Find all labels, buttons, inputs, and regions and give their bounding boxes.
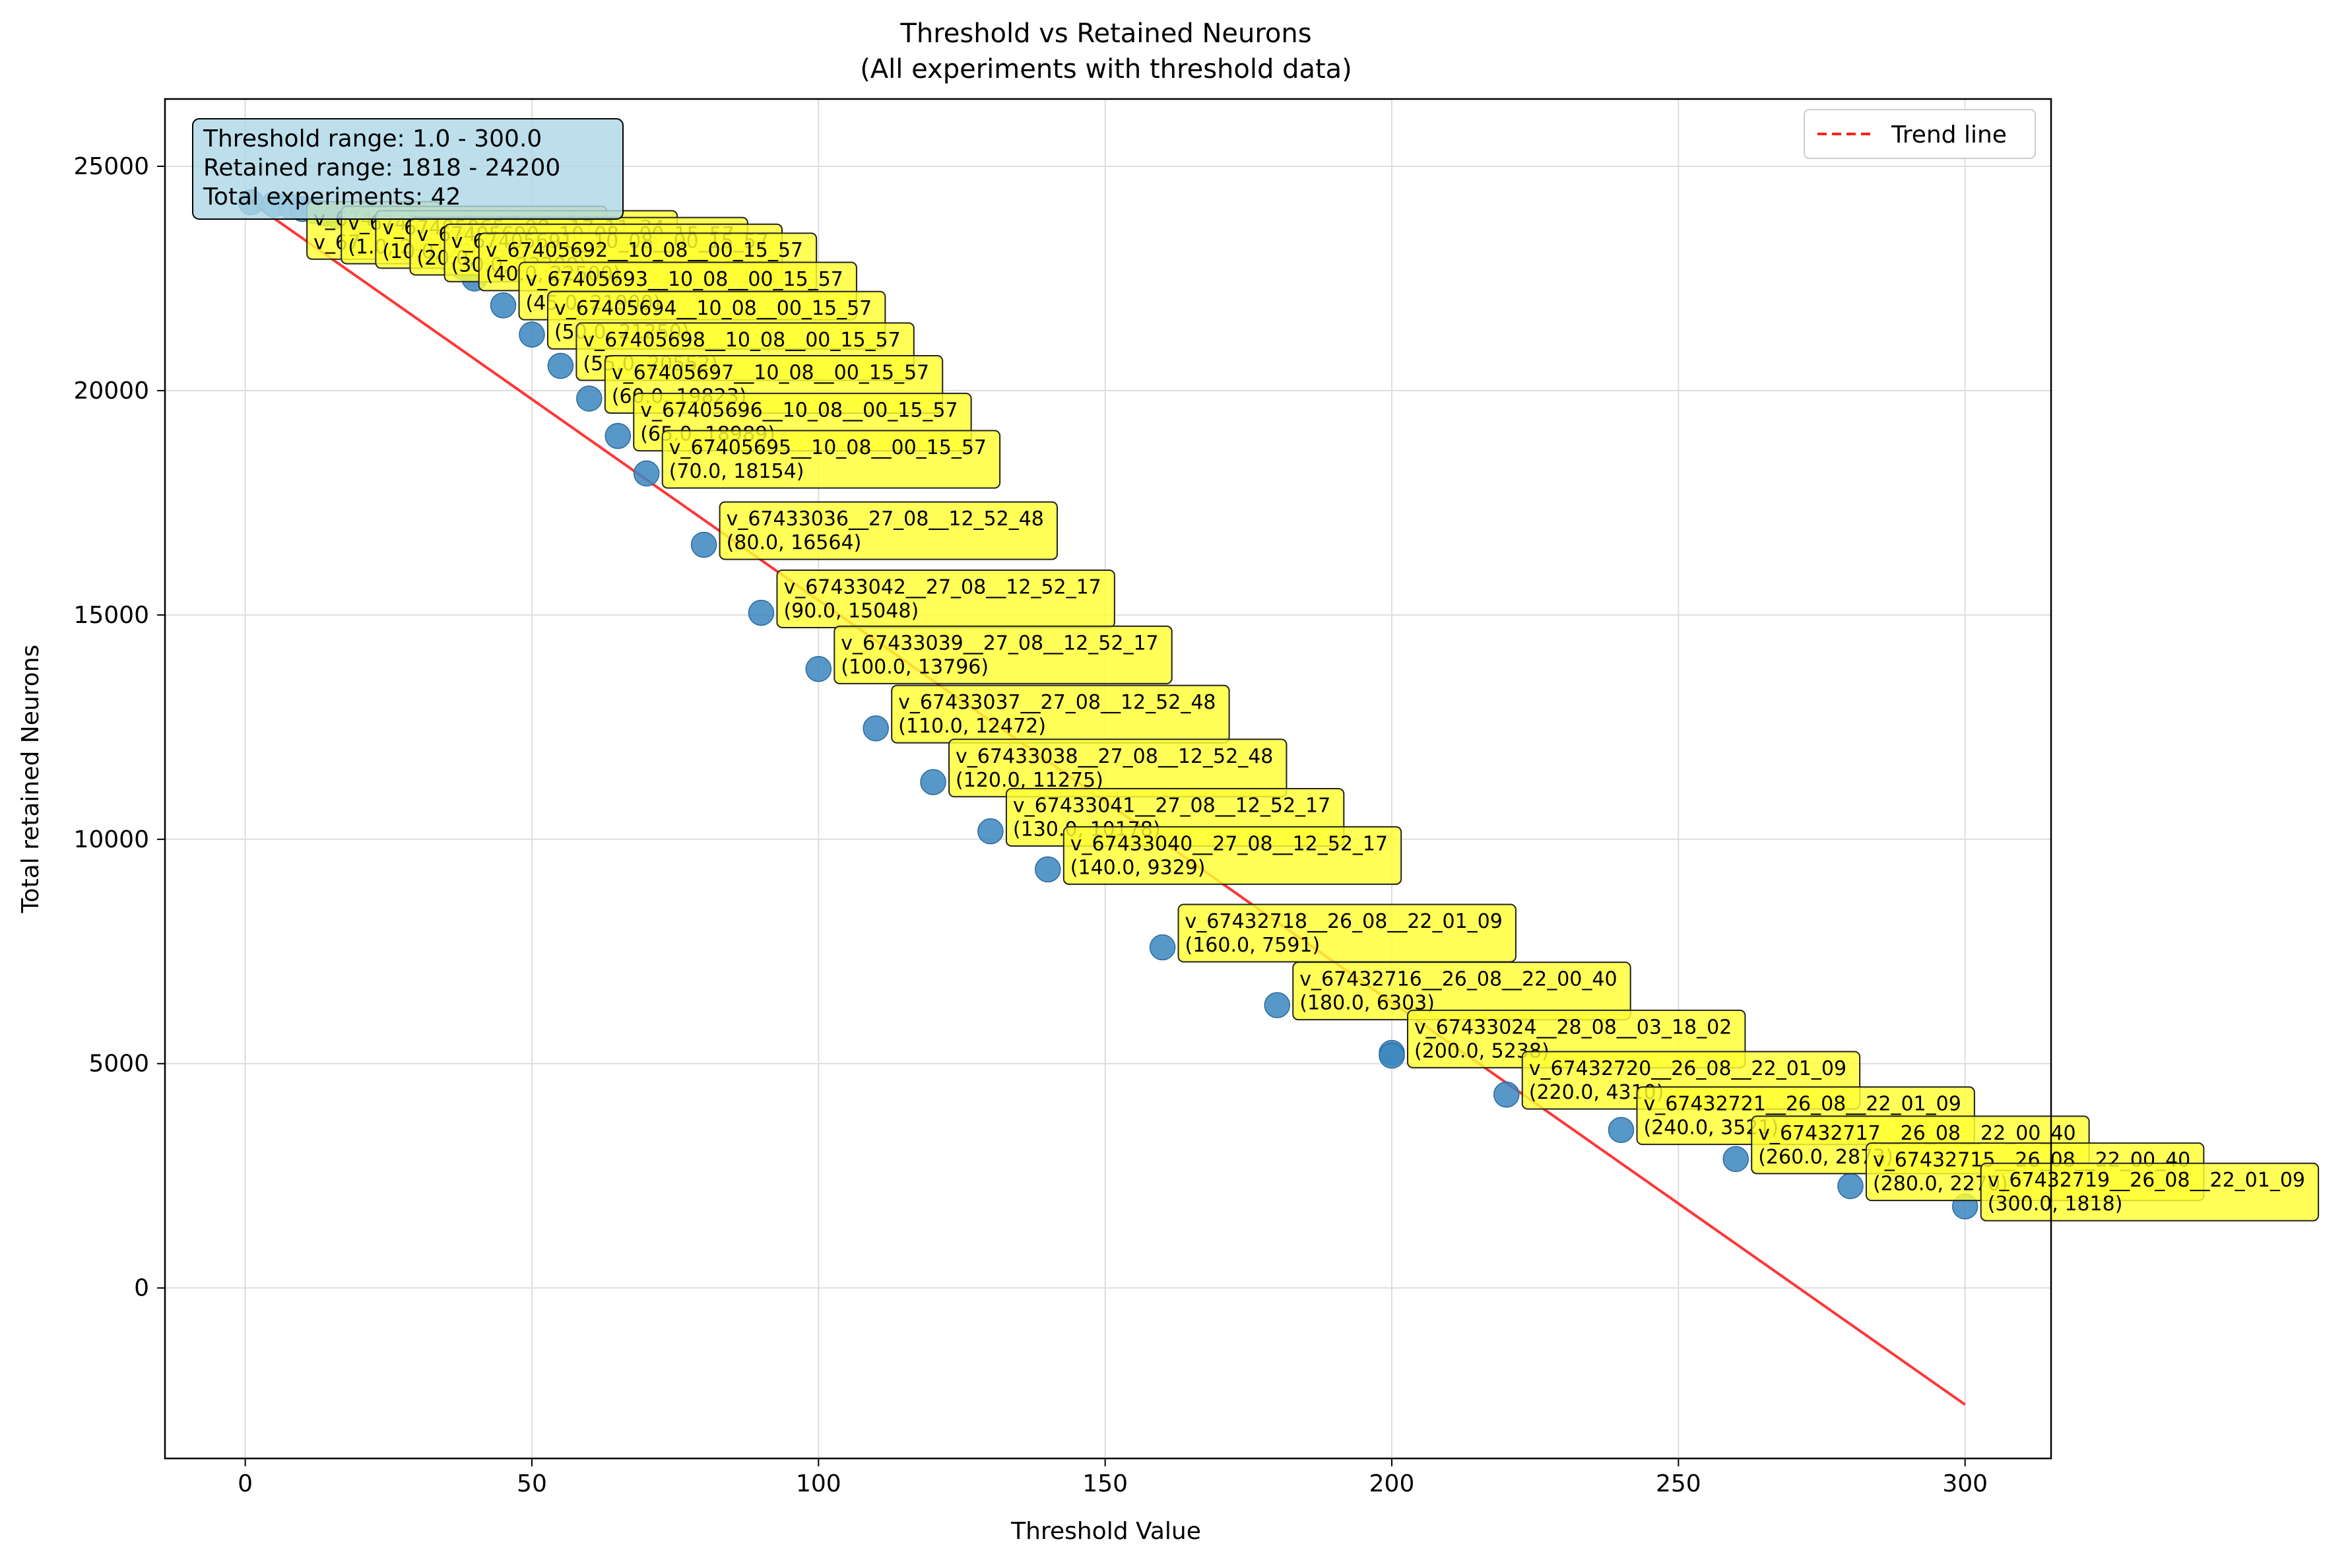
data-point [1608, 1117, 1635, 1144]
data-point [1149, 934, 1176, 961]
annotation-label: v_67433042__27_08__12_52_17(90.0, 15048) [776, 569, 1115, 628]
y-tick-label: 25000 [73, 153, 149, 180]
x-axis-label: Threshold Value [1010, 1518, 1201, 1545]
annotation-box [719, 501, 1058, 560]
annotation-text: (140.0, 9329) [1070, 856, 1206, 879]
data-point [690, 531, 717, 558]
chart-title: Threshold vs Retained Neurons [899, 18, 1311, 49]
annotation-label: v_67433039__27_08__12_52_17(100.0, 13796… [833, 625, 1173, 684]
data-point [1837, 1173, 1864, 1200]
annotation-text: v_67432718__26_08__22_01_09 [1185, 910, 1503, 933]
x-tick-label: 0 [238, 1470, 253, 1497]
annotation-text: v_67432721__26_08__22_01_09 [1643, 1093, 1961, 1116]
annotation-text: v_67405698__10_08__00_15_57 [583, 329, 900, 352]
data-point [748, 599, 775, 626]
y-tick-label: 20000 [73, 377, 149, 405]
data-point [805, 655, 832, 682]
annotation-text: v_67433036__27_08__12_52_48 [727, 507, 1044, 531]
data-point [490, 292, 517, 319]
annotation-text: (120.0, 11275) [956, 769, 1103, 792]
annotation-box [1980, 1162, 2320, 1222]
annotation-text: (90.0, 15048) [783, 599, 919, 622]
info-box: Threshold range: 1.0 - 300.0 Retained ra… [192, 118, 624, 220]
annotation-box [1062, 826, 1402, 885]
annotation-text: v_67405693__10_08__00_15_57 [526, 268, 843, 291]
annotation-text: (80.0, 16564) [727, 531, 862, 554]
data-point [1035, 856, 1061, 883]
y-axis-label: Total retained Neurons [17, 645, 44, 914]
annotation-text: v_67405692__10_08__00_15_57 [486, 239, 803, 262]
annotation-text: v_67433038__27_08__12_52_48 [956, 745, 1273, 768]
x-tick-label: 100 [796, 1470, 841, 1497]
data-point [519, 321, 545, 348]
data-point [1264, 992, 1291, 1018]
annotation-text: (300.0, 1818) [1988, 1192, 2123, 1216]
legend: Trend line [1804, 109, 2036, 159]
info-threshold-range: Threshold range: 1.0 - 300.0 [203, 125, 542, 152]
axis-ticks: 0 50 100 150 200 250 300 0 5000 10000 15000 20000 25… [73, 153, 1988, 1497]
annotation-text: v_67432719__26_08__22_01_09 [1988, 1169, 2305, 1192]
annotation-text: (100.0, 13796) [841, 655, 989, 678]
annotation-label: v_67432716__26_08__22_00_40(180.0, 6303) [1292, 962, 1631, 1021]
data-point [604, 422, 632, 449]
data-point [1722, 1146, 1749, 1173]
info-box-background [192, 118, 624, 220]
annotation-text: v_67432720__26_08__22_01_09 [1529, 1057, 1846, 1080]
annotation-text: v_67405697__10_08__00_15_57 [612, 361, 929, 384]
annotation-label: v_67433037__27_08__12_52_48(110.0, 12472… [891, 684, 1230, 744]
data-point [920, 769, 946, 795]
annotation-label: v_67405695__10_08__00_15_57(70.0, 18154) [661, 430, 1001, 489]
data-point [576, 385, 603, 412]
info-retained-range: Retained range: 1818 - 24200 [203, 154, 560, 181]
data-point [863, 715, 889, 742]
annotation-label: v_67433036__27_08__12_52_48(80.0, 16564) [719, 501, 1058, 560]
data-point [1379, 1042, 1405, 1069]
data-point [977, 818, 1004, 845]
annotation-label: v_67433038__27_08__12_52_48(120.0, 11275… [948, 738, 1288, 798]
info-total-experiments: Total experiments: 42 [203, 183, 461, 211]
x-tick-label: 300 [1942, 1470, 1988, 1497]
annotation-label: v_67433040__27_08__12_52_17(140.0, 9329) [1062, 826, 1402, 885]
x-tick-label: 250 [1656, 1470, 1701, 1497]
y-tick-label: 15000 [73, 602, 149, 629]
annotation-label: v_67432719__26_08__22_01_09(300.0, 1818) [1980, 1162, 2320, 1222]
annotation-text: v_67405694__10_08__00_15_57 [554, 297, 872, 320]
annotation-box [661, 430, 1001, 489]
chart-subtitle: (All experiments with threshold data) [860, 54, 1352, 84]
y-tick-label: 5000 [88, 1051, 149, 1078]
annotation-text: (160.0, 7591) [1185, 934, 1321, 957]
data-point [1493, 1081, 1520, 1108]
point-annotations: v_67405___v_67v_6740___08__17_11_34(1.0,… [306, 201, 2320, 1222]
x-tick-label: 50 [517, 1470, 547, 1497]
annotation-text: v_67433039__27_08__12_52_17 [841, 632, 1158, 655]
data-point [633, 460, 660, 487]
annotation-text: v_67405696__10_08__00_15_57 [640, 399, 958, 422]
annotation-text: v_67433042__27_08__12_52_17 [783, 575, 1101, 599]
annotation-text: v_67405695__10_08__00_15_57 [669, 436, 987, 459]
annotation-text: v_67433024__28_08__03_18_02 [1414, 1016, 1732, 1039]
legend-label-trend: Trend line [1891, 121, 2007, 148]
y-tick-label: 0 [134, 1275, 149, 1302]
data-point [547, 352, 574, 379]
annotation-text: v_67433037__27_08__12_52_48 [898, 691, 1216, 714]
annotation-text: v_67433040__27_08__12_52_17 [1070, 832, 1388, 855]
annotation-text: (110.0, 12472) [898, 715, 1046, 738]
annotation-box [833, 625, 1173, 684]
annotation-text: (70.0, 18154) [669, 460, 804, 483]
y-tick-label: 10000 [73, 826, 149, 853]
annotation-text: v_67433041__27_08__12_52_17 [1013, 795, 1330, 818]
x-tick-label: 150 [1082, 1470, 1128, 1497]
x-tick-label: 200 [1369, 1470, 1415, 1497]
legend-frame [1804, 109, 2036, 159]
plot-frame [164, 98, 2052, 1460]
annotation-text: v_67432717__26_08__22_00_40 [1758, 1122, 2075, 1145]
annotation-label: v_67432718__26_08__22_01_09(160.0, 7591) [1177, 903, 1517, 963]
annotation-text: v_67432716__26_08__22_00_40 [1299, 968, 1617, 991]
